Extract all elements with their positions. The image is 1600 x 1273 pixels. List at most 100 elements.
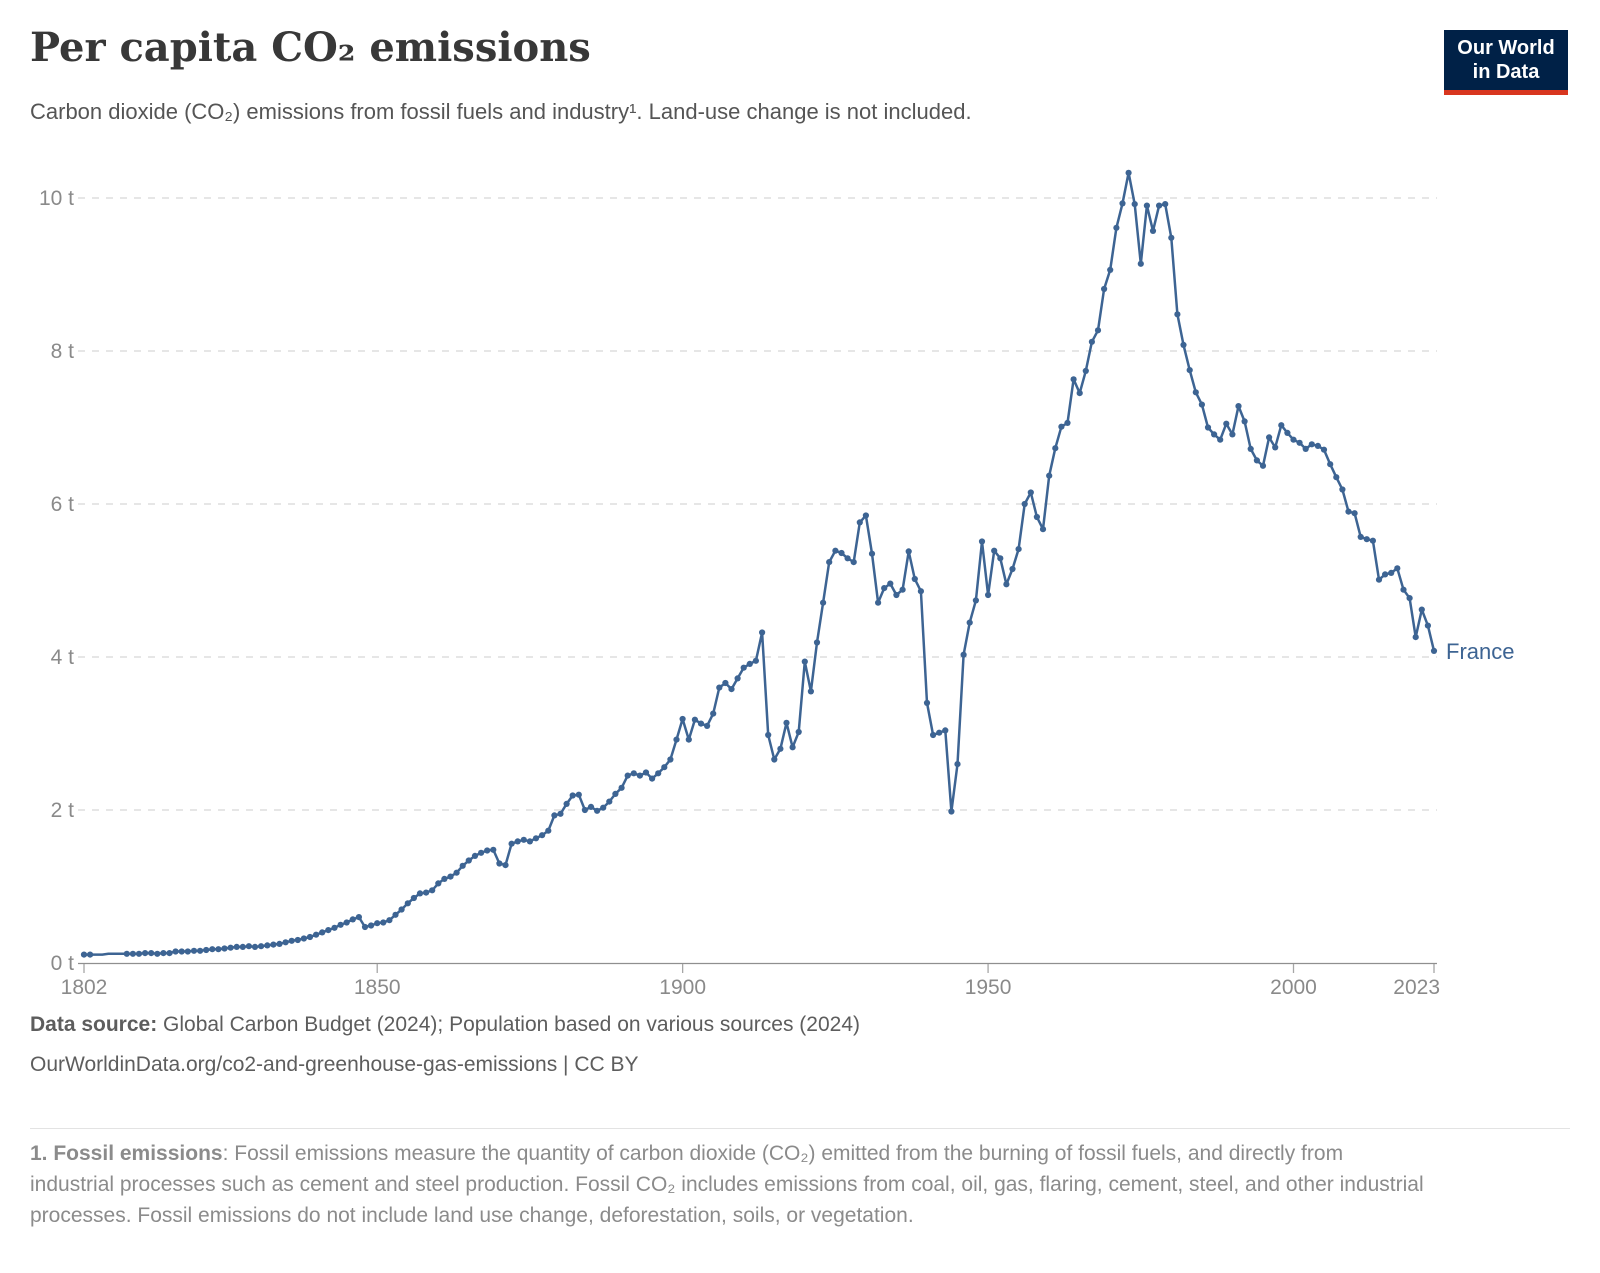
data-point[interactable] bbox=[771, 756, 778, 763]
data-point[interactable] bbox=[258, 943, 265, 950]
data-point[interactable] bbox=[1327, 461, 1334, 468]
data-point[interactable] bbox=[636, 772, 644, 779]
data-point[interactable] bbox=[685, 736, 692, 743]
data-point[interactable] bbox=[343, 919, 350, 926]
data-point[interactable] bbox=[306, 933, 314, 941]
data-point[interactable] bbox=[135, 950, 143, 957]
data-point[interactable] bbox=[410, 894, 417, 902]
data-point[interactable] bbox=[1162, 201, 1169, 208]
data-point[interactable] bbox=[496, 860, 503, 867]
data-point[interactable] bbox=[1290, 436, 1297, 443]
data-point[interactable] bbox=[526, 838, 534, 845]
data-point[interactable] bbox=[1278, 422, 1285, 429]
data-point[interactable] bbox=[1296, 439, 1303, 446]
data-point[interactable] bbox=[123, 950, 130, 957]
data-point[interactable] bbox=[386, 917, 393, 924]
data-point[interactable] bbox=[355, 914, 362, 921]
data-point[interactable] bbox=[398, 906, 405, 913]
data-point[interactable] bbox=[80, 951, 88, 958]
data-point[interactable] bbox=[1375, 576, 1383, 583]
data-point[interactable] bbox=[1235, 403, 1242, 410]
data-point[interactable] bbox=[740, 664, 747, 671]
france-emissions-line[interactable] bbox=[82, 171, 1436, 956]
data-point[interactable] bbox=[1345, 508, 1352, 515]
data-point[interactable] bbox=[294, 936, 301, 944]
data-point[interactable] bbox=[514, 838, 521, 845]
data-point[interactable] bbox=[856, 519, 863, 526]
data-point[interactable] bbox=[264, 942, 271, 949]
data-point[interactable] bbox=[881, 585, 888, 592]
data-point[interactable] bbox=[1137, 260, 1144, 267]
data-point[interactable] bbox=[844, 555, 851, 562]
data-point[interactable] bbox=[1082, 367, 1089, 374]
data-point[interactable] bbox=[1412, 634, 1419, 641]
data-point[interactable] bbox=[245, 943, 252, 950]
data-point[interactable] bbox=[551, 812, 558, 819]
data-point[interactable] bbox=[1259, 462, 1267, 469]
data-point[interactable] bbox=[972, 597, 980, 604]
data-point[interactable] bbox=[361, 923, 369, 931]
data-point[interactable] bbox=[166, 950, 173, 957]
data-point[interactable] bbox=[1149, 227, 1157, 234]
data-point[interactable] bbox=[1003, 581, 1010, 588]
data-point[interactable] bbox=[1052, 445, 1059, 452]
data-point[interactable] bbox=[349, 916, 356, 923]
data-point[interactable] bbox=[679, 715, 686, 723]
data-point[interactable] bbox=[1180, 341, 1187, 348]
data-point[interactable] bbox=[215, 946, 222, 953]
data-point[interactable] bbox=[368, 922, 375, 929]
data-point[interactable] bbox=[887, 580, 894, 587]
data-point[interactable] bbox=[435, 880, 442, 887]
data-point[interactable] bbox=[661, 764, 668, 771]
data-point[interactable] bbox=[917, 588, 925, 595]
data-point[interactable] bbox=[1033, 513, 1040, 521]
data-point[interactable] bbox=[1302, 445, 1309, 452]
data-point[interactable] bbox=[581, 806, 589, 814]
data-point[interactable] bbox=[1320, 446, 1328, 453]
data-point[interactable] bbox=[1168, 234, 1175, 241]
data-point[interactable] bbox=[826, 559, 833, 566]
data-point[interactable] bbox=[813, 639, 821, 646]
data-point[interactable] bbox=[282, 939, 289, 946]
data-point[interactable] bbox=[1223, 420, 1230, 427]
data-point[interactable] bbox=[374, 920, 381, 927]
data-point[interactable] bbox=[337, 921, 344, 928]
data-point[interactable] bbox=[1192, 389, 1199, 396]
data-point[interactable] bbox=[313, 931, 320, 938]
data-point[interactable] bbox=[1314, 442, 1321, 449]
data-point[interactable] bbox=[911, 575, 918, 583]
data-point[interactable] bbox=[905, 548, 912, 555]
data-point[interactable] bbox=[1333, 474, 1340, 481]
data-point[interactable] bbox=[1088, 338, 1095, 345]
data-point[interactable] bbox=[1388, 569, 1395, 577]
data-point[interactable] bbox=[520, 836, 527, 843]
data-point[interactable] bbox=[612, 790, 619, 798]
data-point[interactable] bbox=[490, 846, 497, 853]
data-point[interactable] bbox=[1070, 376, 1077, 383]
data-point[interactable] bbox=[1400, 586, 1407, 593]
data-point[interactable] bbox=[807, 688, 815, 695]
data-point[interactable] bbox=[728, 686, 735, 693]
data-point[interactable] bbox=[416, 890, 424, 897]
data-point[interactable] bbox=[221, 945, 228, 952]
data-point[interactable] bbox=[478, 849, 485, 856]
data-point[interactable] bbox=[783, 719, 790, 726]
data-point[interactable] bbox=[563, 800, 570, 808]
data-point[interactable] bbox=[649, 775, 656, 782]
data-point[interactable] bbox=[87, 951, 94, 958]
data-point[interactable] bbox=[832, 547, 839, 554]
data-point[interactable] bbox=[1186, 367, 1193, 374]
data-point[interactable] bbox=[1125, 169, 1132, 176]
data-point[interactable] bbox=[1113, 224, 1120, 231]
data-point[interactable] bbox=[1058, 423, 1065, 430]
data-point[interactable] bbox=[1266, 434, 1273, 441]
data-point[interactable] bbox=[484, 847, 491, 854]
data-point[interactable] bbox=[569, 792, 576, 799]
data-point[interactable] bbox=[227, 944, 234, 951]
data-point[interactable] bbox=[789, 744, 796, 751]
data-point[interactable] bbox=[1094, 327, 1102, 334]
data-point[interactable] bbox=[1217, 436, 1224, 443]
data-point[interactable] bbox=[673, 736, 680, 743]
data-point[interactable] bbox=[197, 947, 204, 954]
data-point[interactable] bbox=[868, 550, 876, 557]
